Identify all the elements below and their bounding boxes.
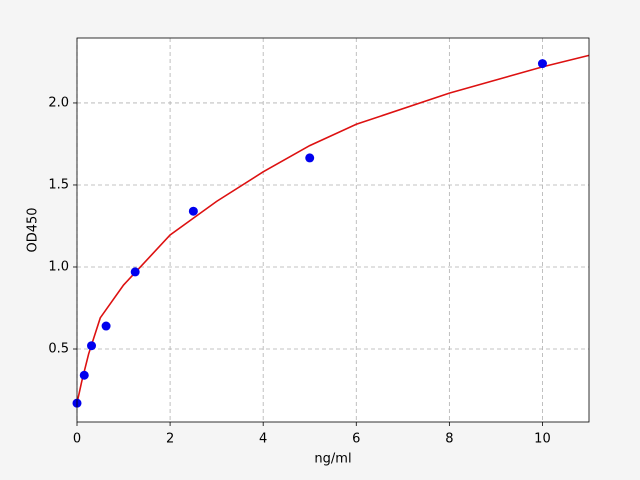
data-point [87,341,97,351]
x-axis-label: ng/ml [314,452,351,467]
x-tick-label: 2 [166,432,174,447]
y-tick-label: 1.5 [48,177,69,192]
plot-frame [76,37,590,423]
data-point [305,153,315,163]
x-tick-label: 10 [534,432,551,447]
data-point [79,370,89,380]
y-axis-label: OD450 [26,207,41,252]
data-point [130,267,140,277]
data-point [188,206,198,216]
data-point [537,59,547,69]
y-tick-label: 2.0 [48,95,69,110]
plot-area [77,38,589,422]
x-tick-label: 6 [352,432,360,447]
x-tick-label: 0 [73,432,81,447]
x-tick-label: 8 [445,432,453,447]
y-tick-label: 1.0 [48,259,69,274]
data-point [101,321,111,331]
x-tick-label: 4 [259,432,267,447]
y-tick-label: 0.5 [48,342,69,357]
fit-curve [76,54,590,404]
